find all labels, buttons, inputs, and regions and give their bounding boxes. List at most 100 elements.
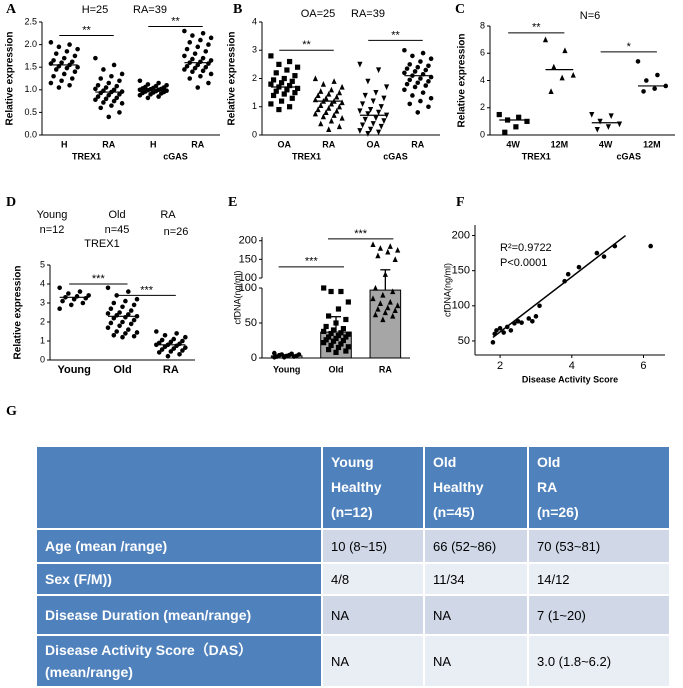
- table-row: Disease Activity Score（DAS） (mean/range) N…: [37, 636, 669, 686]
- data-point: [415, 110, 421, 115]
- gene-label: cGAS: [383, 151, 408, 161]
- data-point: [128, 308, 134, 313]
- data-point: [410, 53, 415, 59]
- data-point: [428, 95, 434, 101]
- data-point: [57, 285, 62, 291]
- data-point: [320, 81, 327, 87]
- data-point: [315, 92, 321, 99]
- data-point: [117, 110, 122, 115]
- data-point: [426, 63, 431, 69]
- data-point: [426, 79, 431, 84]
- data-point: [111, 98, 117, 104]
- data-point: [93, 55, 98, 61]
- data-point: [426, 104, 431, 110]
- data-point: [111, 62, 117, 68]
- panel-letter: C: [455, 2, 465, 17]
- data-point: [423, 67, 429, 73]
- data-point: [373, 90, 379, 96]
- data-point: [381, 95, 387, 102]
- data-point: [180, 338, 185, 344]
- cell-line: Healthy: [433, 479, 484, 495]
- data-point: [284, 67, 290, 73]
- data-point: [375, 109, 382, 116]
- annotation: TREX1: [84, 238, 119, 250]
- data-point: [315, 106, 321, 113]
- data-point: [108, 320, 114, 326]
- data-point: [158, 91, 164, 96]
- data-point: [190, 56, 195, 62]
- cell-line: (n=12): [331, 504, 373, 520]
- data-point: [148, 92, 153, 97]
- data-point: [126, 327, 131, 332]
- data-point: [343, 334, 349, 340]
- data-point: [117, 92, 122, 97]
- cell-line: Healthy: [331, 479, 382, 495]
- table-cell: 3.0 (1.8~6.2): [529, 636, 669, 686]
- annotation: Young: [37, 209, 68, 221]
- annotation: n=45: [105, 224, 130, 236]
- y-tick-label: 1: [252, 101, 257, 111]
- data-point: [103, 96, 109, 102]
- data-point: [203, 64, 209, 70]
- panel-letter: A: [6, 2, 17, 17]
- row-header: Disease Activity Score（DAS） (mean/range): [37, 636, 321, 686]
- x-tick-label: RA: [411, 139, 424, 149]
- data-point: [208, 58, 214, 63]
- data-point: [395, 302, 401, 309]
- y-tick-label: 0: [480, 129, 485, 139]
- data-point: [326, 347, 332, 353]
- data-point: [330, 338, 337, 344]
- data-point: [61, 71, 67, 77]
- data-point: [137, 92, 143, 98]
- data-point: [59, 60, 64, 65]
- y-tick-label: 8: [480, 20, 485, 30]
- data-point: [95, 94, 101, 99]
- data-point: [206, 42, 211, 47]
- data-point: [292, 73, 298, 79]
- data-point: [608, 113, 614, 120]
- data-point: [496, 111, 502, 118]
- data-point: [420, 90, 426, 95]
- data-point: [281, 75, 287, 82]
- cell-line: Old: [537, 454, 561, 470]
- y-axis-label: cfDNA(ng/ml): [232, 270, 242, 324]
- data-point: [114, 329, 119, 334]
- data-point: [268, 53, 274, 59]
- y-tick-label: 6: [480, 48, 485, 58]
- significance-label: *: [627, 41, 632, 53]
- data-point: [59, 78, 64, 84]
- data-point: [330, 327, 337, 333]
- data-point: [171, 336, 177, 342]
- data-point: [56, 44, 62, 50]
- data-point: [378, 123, 384, 130]
- data-point: [343, 316, 349, 323]
- data-point: [131, 333, 137, 339]
- data-point: [336, 89, 343, 96]
- annotation: RA=39: [133, 4, 167, 16]
- row-header: Age (mean /range): [37, 530, 321, 562]
- data-point: [318, 120, 324, 127]
- data-point: [120, 334, 125, 340]
- data-point: [111, 315, 117, 321]
- data-point: [120, 304, 125, 310]
- data-point: [86, 293, 91, 298]
- y-tick-label: 200: [452, 229, 470, 241]
- data-point: [200, 55, 206, 61]
- y-tick-label: 0: [252, 129, 257, 139]
- data-point: [418, 76, 423, 81]
- data-point: [382, 271, 388, 277]
- significance-label: **: [82, 24, 91, 36]
- data-point: [318, 102, 324, 108]
- data-point: [343, 348, 349, 354]
- data-point: [51, 73, 56, 79]
- data-point: [402, 47, 407, 53]
- data-point: [326, 334, 332, 340]
- y-tick-label: 50: [458, 335, 470, 347]
- x-axis-label: Disease Activity Score: [522, 374, 618, 384]
- data-point: [320, 113, 327, 120]
- data-point: [323, 323, 329, 330]
- data-point: [533, 314, 539, 319]
- data-point: [126, 312, 131, 317]
- data-point: [331, 78, 337, 84]
- data-point: [77, 289, 83, 294]
